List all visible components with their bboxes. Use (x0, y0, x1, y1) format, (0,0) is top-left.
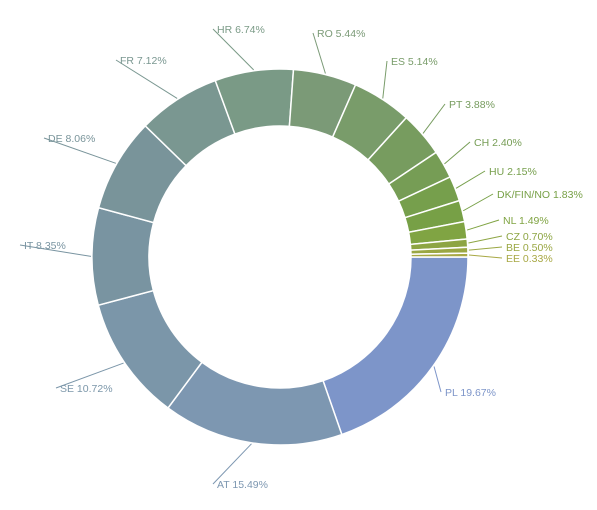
leader-ee (468, 254, 503, 259)
label-be: BE 0.50% (506, 242, 553, 254)
leader-hu (455, 170, 486, 189)
leader-ro (312, 32, 326, 74)
leader-es (382, 60, 388, 99)
label-it: IT 8.35% (24, 240, 66, 252)
leader-fr (115, 59, 178, 99)
leader-de (43, 137, 117, 164)
leader-nl (466, 219, 500, 231)
slice-labels: PL 19.67% AT 15.49% SE 10.72% IT 8.35% DE 8.… (24, 24, 583, 491)
label-ee: EE 0.33% (506, 253, 553, 265)
leader-be (468, 246, 503, 251)
leader-pt (422, 103, 446, 134)
label-ch: CH 2.40% (474, 137, 522, 149)
donut-slices (91, 68, 469, 446)
label-hr: HR 6.74% (217, 24, 265, 36)
slice-at (166, 361, 343, 446)
slice-ee (410, 252, 469, 258)
label-at: AT 15.49% (217, 479, 268, 491)
label-hu: HU 2.15% (489, 166, 537, 178)
label-pl: PL 19.67% (445, 387, 496, 399)
label-de: DE 8.06% (48, 133, 95, 145)
label-pt: PT 3.88% (449, 99, 495, 111)
leader-lines (19, 28, 503, 485)
leader-it (19, 244, 92, 257)
label-fr: FR 7.12% (120, 55, 167, 67)
leader-dk-fin-no (463, 193, 494, 212)
label-cz: CZ 0.70% (506, 231, 553, 243)
leader-pl (433, 366, 442, 393)
label-dk-fin-no: DK/FIN/NO 1.83% (497, 189, 583, 201)
label-es: ES 5.14% (391, 56, 438, 68)
leader-ch (444, 141, 471, 165)
label-se: SE 10.72% (60, 383, 113, 395)
slice-it (91, 206, 155, 307)
leader-hr (212, 28, 254, 71)
leader-se (55, 362, 124, 389)
slice-pl (322, 256, 469, 436)
leader-cz (468, 235, 503, 244)
label-ro: RO 5.44% (317, 28, 365, 40)
leader-at (212, 443, 252, 485)
label-nl: NL 1.49% (503, 215, 549, 227)
